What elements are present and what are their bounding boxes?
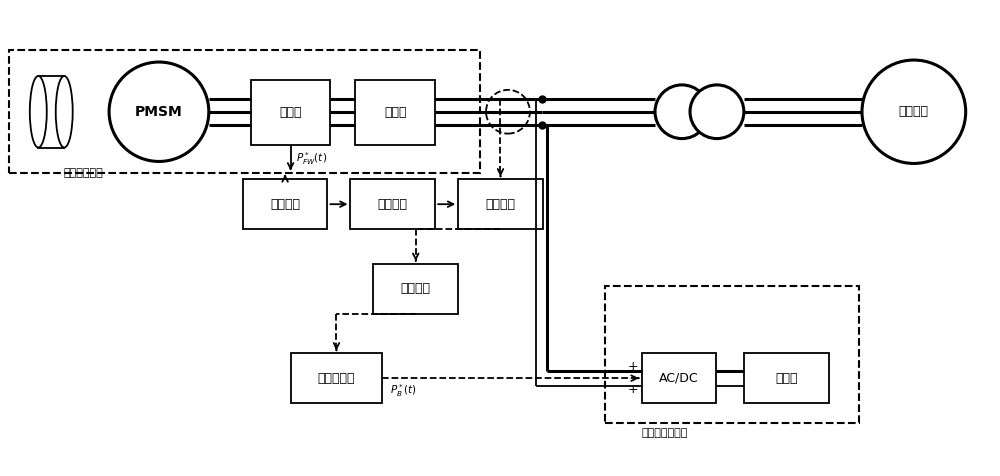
Bar: [642, 353, 716, 403]
Circle shape: [862, 60, 966, 163]
Text: 蓄电池: 蓄电池: [775, 372, 798, 385]
Circle shape: [655, 85, 709, 139]
Text: 交流电网: 交流电网: [899, 105, 929, 118]
Bar: [251, 80, 330, 145]
Bar: [373, 264, 458, 314]
Ellipse shape: [30, 76, 47, 148]
Bar: [350, 179, 435, 229]
Text: $P^*_{FW}(t)$: $P^*_{FW}(t)$: [296, 150, 327, 168]
Bar: [9, 50, 480, 173]
Text: 电化学下垂: 电化学下垂: [318, 372, 355, 385]
Text: 虚拟慣性: 虚拟慣性: [378, 198, 408, 211]
Text: $P^*_B(t)$: $P^*_B(t)$: [390, 382, 417, 398]
Bar: [605, 286, 859, 423]
Ellipse shape: [56, 76, 73, 148]
Text: 飞轮下垂: 飞轮下垂: [270, 198, 300, 211]
Text: +: +: [627, 360, 638, 373]
Text: 飞轮储能系统: 飞轮储能系统: [63, 169, 103, 178]
Text: AC/DC: AC/DC: [659, 372, 699, 385]
Text: +: +: [627, 383, 638, 396]
Circle shape: [690, 85, 744, 139]
Bar: [458, 179, 543, 229]
Circle shape: [109, 62, 209, 161]
Text: 逆变器: 逆变器: [384, 106, 407, 119]
Bar: [291, 353, 382, 403]
Text: 虚拟慣性: 虚拟慣性: [401, 282, 431, 295]
Bar: [243, 179, 327, 229]
Bar: [744, 353, 829, 403]
Bar: [38, 76, 64, 148]
Text: PMSM: PMSM: [135, 105, 183, 119]
Text: 电化学储能系统: 电化学储能系统: [642, 428, 688, 438]
Text: 频率感知: 频率感知: [485, 198, 515, 211]
Bar: [355, 80, 435, 145]
Text: 整流器: 整流器: [279, 106, 302, 119]
